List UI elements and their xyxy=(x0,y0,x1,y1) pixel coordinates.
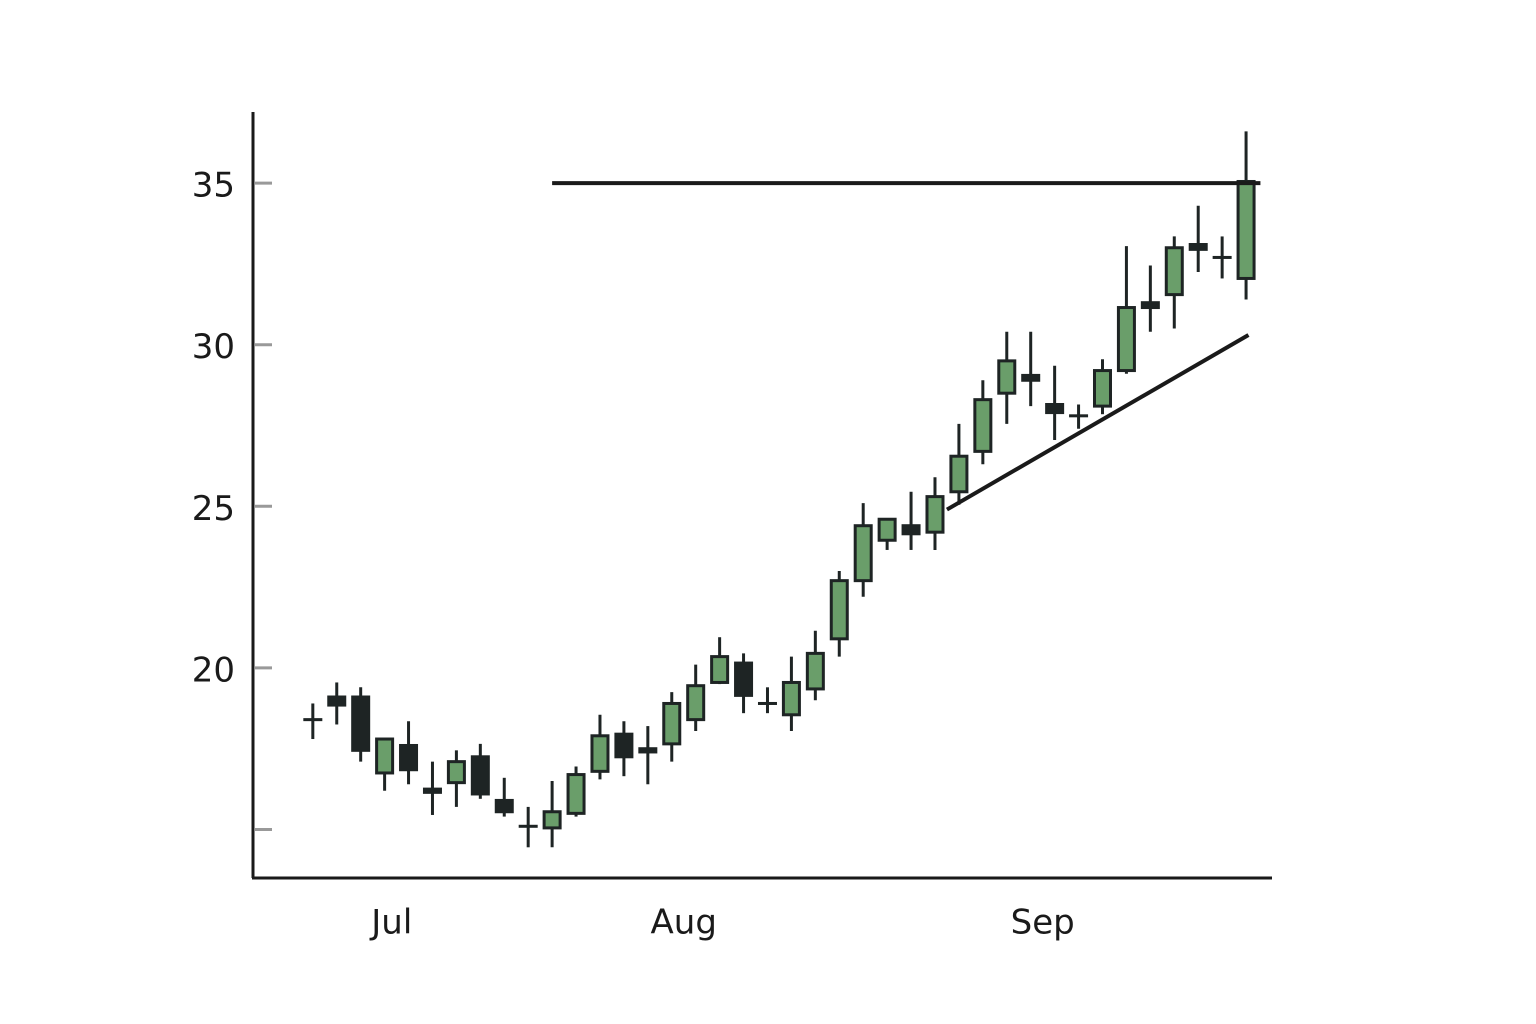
candle-body xyxy=(973,398,993,453)
candle-body xyxy=(1045,403,1065,415)
candle-body xyxy=(399,743,419,772)
candle-body xyxy=(494,798,514,814)
y-tick-label: 30 xyxy=(192,327,235,367)
candle-body xyxy=(734,661,754,697)
candle-body xyxy=(1116,306,1136,373)
annotation-line xyxy=(945,333,1250,512)
candle-body xyxy=(351,695,371,752)
candle-body xyxy=(470,755,490,796)
candle-body xyxy=(422,787,442,794)
candle-body xyxy=(1188,243,1208,251)
candle-body xyxy=(1140,301,1160,310)
candle-body xyxy=(566,773,586,815)
candle-body xyxy=(901,524,921,536)
candle-body xyxy=(590,734,610,773)
candle-body xyxy=(686,684,706,722)
candle-body xyxy=(829,579,849,641)
candle-body xyxy=(997,359,1017,395)
candle-body xyxy=(375,737,395,775)
candle-body xyxy=(1164,246,1184,297)
candle-body xyxy=(1236,179,1256,280)
candle-body xyxy=(327,695,347,707)
candle-body xyxy=(781,680,801,717)
candle-body xyxy=(638,747,658,754)
y-tick-label: 20 xyxy=(192,650,235,690)
candle-body xyxy=(710,655,730,684)
x-tick-label: Sep xyxy=(1011,903,1075,943)
candle-body xyxy=(877,517,897,542)
candle-body xyxy=(1092,369,1112,408)
candle-body xyxy=(662,701,682,746)
y-tick-label: 35 xyxy=(192,166,235,206)
x-tick-label: Jul xyxy=(369,903,412,943)
candle-body xyxy=(614,732,634,759)
candle-body xyxy=(925,495,945,534)
candle-body xyxy=(853,524,873,583)
y-tick-label: 25 xyxy=(192,489,235,529)
candle-body xyxy=(542,810,562,830)
candle-body xyxy=(1021,373,1041,382)
x-tick-label: Aug xyxy=(651,903,717,943)
candle-body xyxy=(446,760,466,785)
candle-body xyxy=(949,454,969,494)
candle-body xyxy=(805,651,825,691)
